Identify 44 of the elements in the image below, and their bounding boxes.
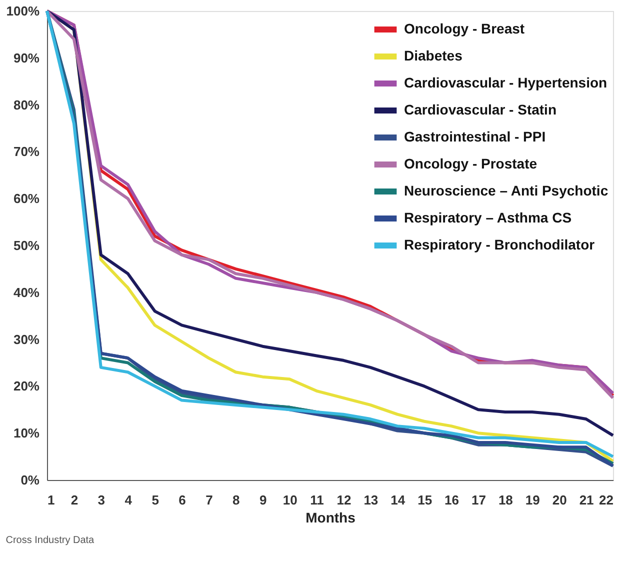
legend-label: Respiratory - Bronchodilator — [404, 236, 596, 252]
x-tick-label: 2 — [70, 492, 78, 508]
y-tick-label: 0% — [20, 472, 40, 488]
x-tick-label: 8 — [232, 492, 240, 508]
legend-label: Oncology - Prostate — [404, 156, 538, 172]
x-tick-label: 16 — [444, 492, 460, 508]
text: Cross Industry Data — [6, 535, 95, 546]
legend-label: Cardiovascular - Hypertension — [404, 74, 608, 90]
x-tick-label: 17 — [472, 492, 486, 508]
y-tick-label: 20% — [13, 378, 40, 394]
x-tick-label: 15 — [418, 492, 432, 508]
x-tick-label: 4 — [124, 492, 133, 508]
y-tick-label: 80% — [13, 97, 40, 112]
legend-label: Gastrointestinal - PPI — [404, 128, 546, 144]
y-tick-label: 50% — [13, 238, 40, 253]
y-tick-label: 10% — [13, 426, 40, 441]
x-tick-label: 1 — [48, 492, 55, 508]
x-tick-label: 12 — [336, 492, 352, 508]
x-tick-label: 3 — [98, 492, 106, 508]
x-tick-label: 9 — [260, 492, 267, 508]
legend-label: Oncology - Breast — [404, 20, 525, 36]
x-tick-label: 21 — [579, 492, 594, 508]
x-tick-label: 20 — [552, 492, 567, 508]
x-tick-label: 5 — [152, 492, 159, 508]
legend-label: Respiratory – Asthma CS — [404, 210, 572, 226]
legend-label: Cardiovascular - Statin — [404, 102, 556, 118]
x-tick-label: 14 — [390, 492, 406, 508]
x-tick-label: 7 — [206, 492, 213, 508]
y-tick-label: 40% — [13, 284, 40, 300]
y-tick-label: 70% — [13, 144, 40, 160]
x-tick-label: 10 — [282, 492, 298, 508]
x-tick-label: 22 — [599, 492, 614, 508]
y-tick-label: 60% — [13, 191, 40, 206]
legend-label: Diabetes — [404, 48, 463, 64]
y-tick-label: 30% — [13, 332, 40, 347]
x-tick-label: 13 — [364, 492, 378, 508]
y-tick-label: 100% — [6, 4, 40, 18]
x-tick-label: 11 — [310, 492, 324, 508]
x-tick-label: 18 — [498, 492, 513, 508]
x-axis-title: Months — [306, 510, 356, 526]
x-tick-label: 6 — [178, 492, 186, 508]
legend-label: Neuroscience – Anti Psychotic — [404, 182, 608, 198]
x-tick-label: 19 — [525, 492, 540, 508]
y-tick-label: 90% — [13, 50, 40, 66]
